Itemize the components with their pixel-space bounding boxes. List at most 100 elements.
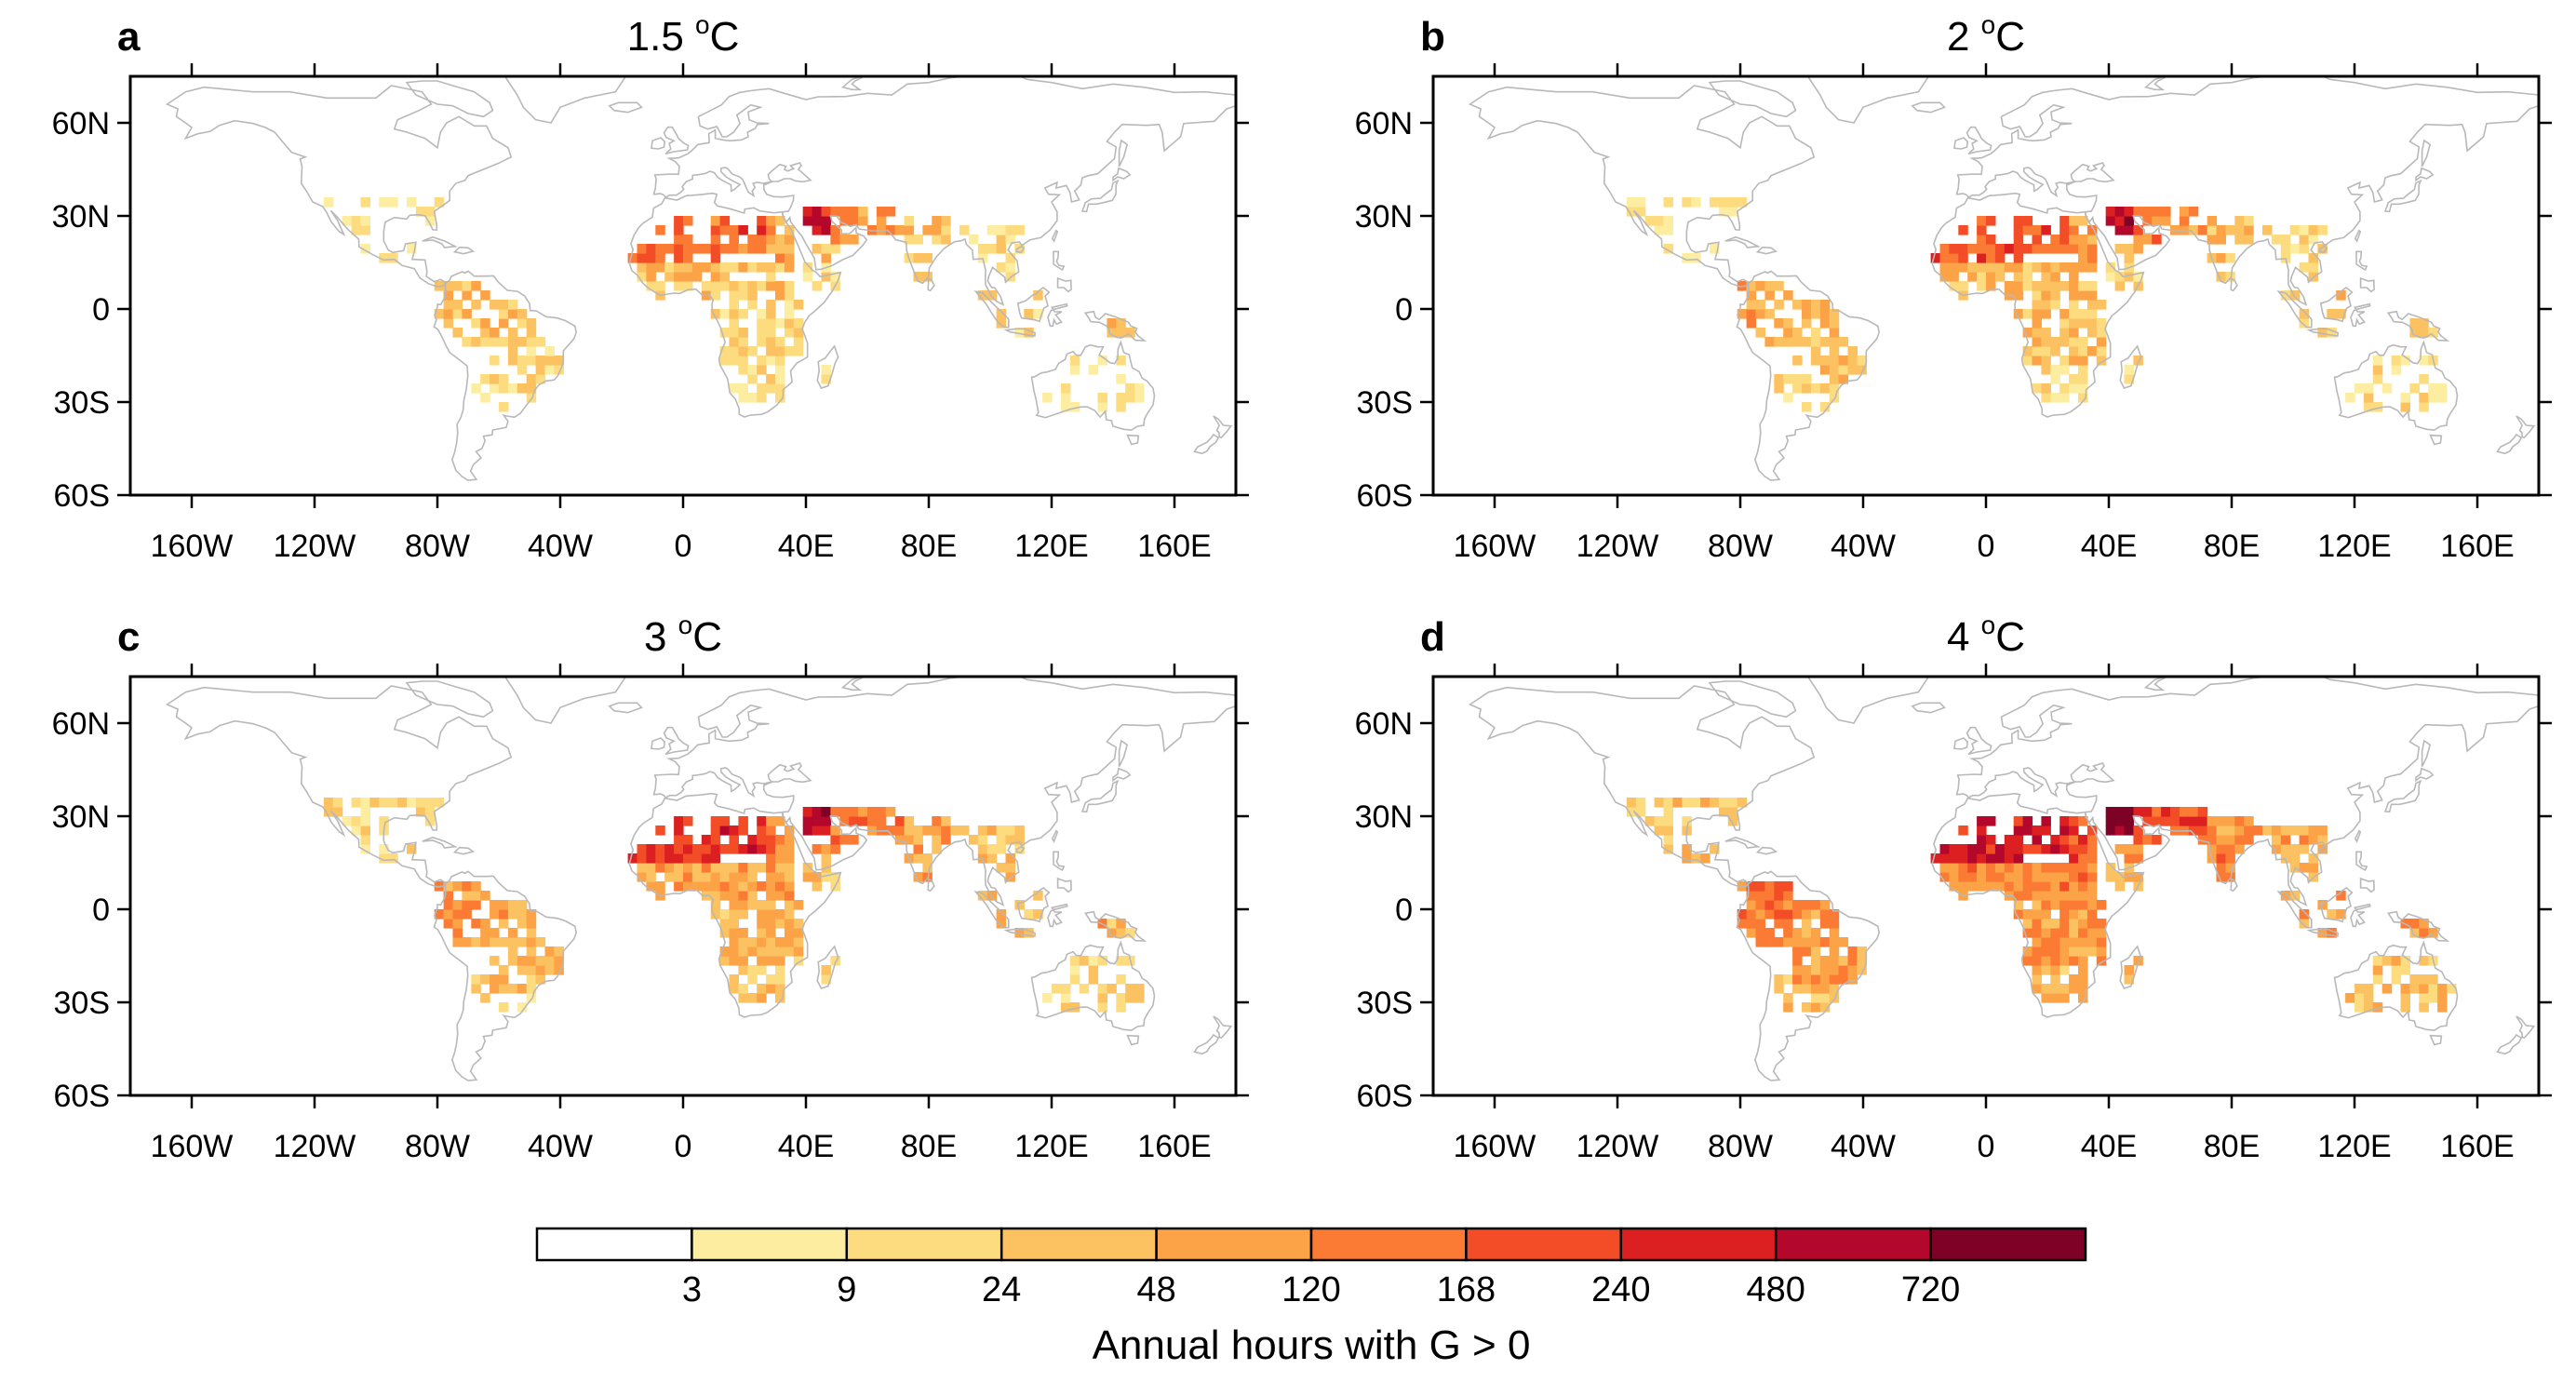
- lon-tick-label: 40E: [2081, 529, 2138, 564]
- heat-cell: [1125, 328, 1135, 338]
- heat-cell: [932, 225, 942, 235]
- heat-cell: [691, 844, 703, 854]
- heat-cell: [507, 909, 518, 919]
- heat-cell: [1069, 965, 1080, 975]
- heat-cell: [1774, 318, 1784, 329]
- heat-cell: [1792, 356, 1803, 366]
- heat-cell: [2381, 383, 2393, 394]
- heat-cell: [471, 891, 481, 901]
- heat-cell: [1857, 946, 1867, 957]
- heat-cell: [2078, 919, 2088, 929]
- heat-cell: [1802, 984, 1812, 994]
- heat-cell: [2059, 984, 2070, 994]
- heat-cell: [793, 318, 804, 329]
- heat-cell: [904, 835, 915, 845]
- heat-cell: [2363, 402, 2374, 412]
- heat-cell: [1986, 881, 1996, 892]
- heat-cell: [959, 225, 970, 235]
- heat-cell: [738, 244, 748, 254]
- heat-cell: [2086, 328, 2098, 338]
- heat-cell: [1829, 946, 1840, 957]
- heat-cell: [2032, 383, 2042, 394]
- heat-cell: [2216, 853, 2226, 864]
- heat-cell: [812, 807, 823, 817]
- heat-cell: [729, 383, 739, 394]
- heat-cell: [424, 207, 436, 217]
- heat-cell: [729, 900, 739, 910]
- heat-cell: [757, 863, 767, 873]
- heat-cell: [1663, 826, 1673, 836]
- lat-tick-label: 0: [92, 893, 110, 928]
- heat-cell: [1774, 374, 1784, 384]
- heat-cell: [683, 235, 693, 245]
- heat-cell: [719, 919, 731, 929]
- coastline: [405, 80, 494, 118]
- heat-cell: [471, 383, 481, 394]
- heat-cell: [821, 844, 831, 854]
- heat-cell: [1755, 328, 1765, 338]
- heat-cell: [941, 225, 951, 235]
- colorbar-tick-label: 120: [1281, 1270, 1340, 1309]
- heat-cell: [2207, 844, 2218, 854]
- heat-cell: [885, 225, 896, 235]
- coastline: [2383, 779, 2422, 813]
- heat-cell: [885, 807, 896, 817]
- heat-cell: [2428, 383, 2438, 394]
- coastline: [422, 836, 458, 849]
- heat-cell: [471, 337, 481, 347]
- heat-cell: [1977, 816, 1987, 826]
- heat-cell: [2086, 225, 2098, 235]
- heat-cell: [674, 262, 684, 273]
- heat-cell: [2059, 928, 2070, 938]
- lon-tick-label: 80E: [901, 529, 958, 564]
- heat-cell: [701, 863, 712, 873]
- coastline: [2516, 415, 2536, 439]
- coastline: [2355, 250, 2368, 272]
- heat-cell: [332, 807, 343, 817]
- heat-cell: [775, 816, 785, 826]
- heat-cell: [1134, 393, 1145, 403]
- heat-cell: [1718, 807, 1729, 817]
- heat-cell: [766, 984, 776, 994]
- heat-cell: [1847, 956, 1858, 966]
- heat-cell: [922, 853, 932, 864]
- coastline: [2496, 1033, 2523, 1055]
- heat-cell: [802, 272, 813, 282]
- lat-tick-label: 60S: [54, 478, 111, 514]
- heat-cell: [655, 253, 665, 263]
- heat-cell: [2299, 919, 2310, 929]
- heat-cell: [2299, 863, 2310, 873]
- heat-cell: [434, 909, 445, 919]
- heat-cell: [535, 965, 546, 975]
- heat-cell: [443, 891, 454, 901]
- heat-cell: [480, 290, 490, 301]
- heat-cell: [646, 863, 656, 873]
- heat-cell: [2133, 956, 2143, 966]
- heat-cell: [738, 928, 748, 938]
- heat-cell: [1819, 993, 1831, 1003]
- heat-cell: [2133, 853, 2143, 864]
- heat-cell: [2050, 262, 2060, 273]
- heat-cell: [2013, 262, 2024, 273]
- heat-cell: [1802, 928, 1812, 938]
- heat-cell: [729, 909, 739, 919]
- heat-cell: [2336, 309, 2346, 319]
- heat-cell: [719, 328, 731, 338]
- heat-cell: [2170, 816, 2180, 826]
- heat-cell: [738, 262, 748, 273]
- heat-cell: [2032, 928, 2042, 938]
- coastline: [2350, 302, 2371, 328]
- heat-cell: [517, 984, 528, 994]
- heat-cell: [1792, 937, 1803, 947]
- coastlines: [1468, 677, 2539, 1081]
- heat-cell: [2032, 309, 2042, 319]
- heat-cell: [1654, 216, 1665, 226]
- heat-cell: [397, 798, 408, 808]
- heat-cell: [2133, 826, 2143, 836]
- heat-cell: [710, 900, 721, 910]
- heat-cell: [1014, 225, 1025, 235]
- heat-cell: [1755, 928, 1765, 938]
- heat-cell: [996, 244, 1007, 254]
- heat-cell: [535, 374, 546, 384]
- heat-cell: [360, 798, 370, 808]
